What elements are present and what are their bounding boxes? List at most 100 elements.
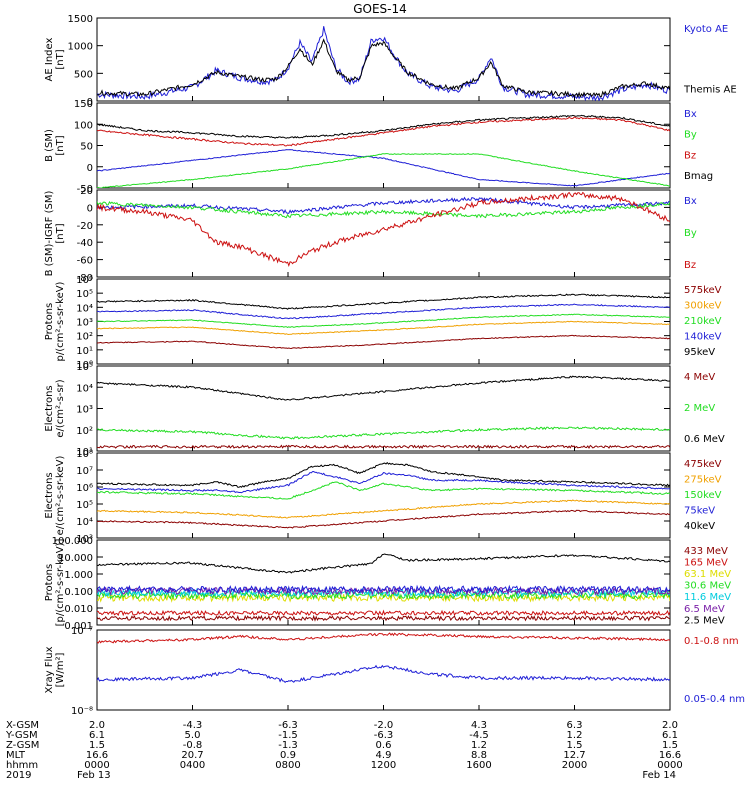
series-300kev	[97, 320, 670, 336]
series-2-mev	[97, 426, 670, 440]
x-row-value: 1.2	[567, 730, 583, 741]
series-150kev	[97, 481, 670, 500]
y-tick-label: 50	[80, 142, 93, 153]
y-axis-label: Xray Flux	[44, 646, 55, 693]
panel-frame	[96, 365, 671, 452]
y-tick-label: 10²	[76, 426, 93, 437]
y-axis-label: Electrons	[44, 385, 55, 431]
series-140kev	[97, 303, 670, 320]
y-tick-label: 10²	[76, 332, 93, 343]
legend-entry: 2 MeV	[684, 403, 715, 414]
legend-entry: Bmag	[684, 171, 713, 182]
legend-entry: 2.5 MeV	[684, 615, 725, 626]
panel-frame	[96, 278, 671, 365]
x-row-value: -6.3	[278, 720, 298, 731]
legend-entry: By	[684, 228, 697, 239]
y-tick-label: 10⁵	[76, 362, 93, 373]
x-row-label: Z-GSM	[6, 740, 39, 751]
y-axis-label: B (SM)-IGRF (SM)	[44, 191, 55, 277]
panel-protons-hi: 0.001 0.010 0.100 1.000 10.000 100.000 Protons…	[44, 536, 731, 632]
y-tick-label: 10⁻⁷	[71, 626, 93, 637]
panel-b-sm: -50 0 50 100 150 B (SM) [nT] Bx By Bz Bmag	[44, 99, 713, 195]
y-tick-label: 1500	[68, 14, 93, 25]
x-row-value: 2.0	[662, 720, 678, 731]
chart-title: GOES-14	[353, 2, 407, 16]
y-tick-label: -40	[77, 238, 93, 249]
y-axis-label: [p/(cm²-s-sr-keV)]	[55, 539, 66, 627]
y-axis-label: p/(cm²-s-sr-keV)	[55, 281, 66, 361]
x-row-value: -4.5	[469, 730, 489, 741]
series-30.6-mev	[97, 589, 670, 601]
legend-entry: Bz	[684, 150, 696, 161]
y-tick-label: 10¹	[76, 447, 93, 458]
legend-entry: By	[684, 130, 697, 141]
series-themis-ae	[97, 38, 670, 99]
x-row-value: Feb 13	[77, 770, 111, 781]
x-row-value: 4.3	[471, 720, 487, 731]
y-tick-label: 10⁵	[76, 500, 93, 511]
y-tick-label: 10⁰	[76, 360, 93, 371]
y-tick-label: 10⁸	[76, 449, 93, 460]
x-row-label: MLT	[6, 750, 26, 761]
series-bz	[97, 116, 670, 147]
y-tick-label: 1.000	[64, 570, 93, 581]
x-row-value: 0000	[657, 760, 682, 771]
y-axis-label: [nT]	[55, 223, 66, 243]
series-575kev	[97, 334, 670, 350]
series-275kev	[97, 499, 670, 519]
y-tick-label: 10⁶	[76, 275, 93, 286]
legend-entry: 150keV	[684, 490, 722, 501]
panel-xray: 10⁻⁸ 10⁻⁷ Xray Flux [W/m²] 0.1-0.8 nm 0.05-0.…	[44, 626, 745, 717]
series-165-mev	[97, 609, 670, 617]
y-tick-label: 0.001	[64, 621, 93, 632]
y-tick-label: 10³	[76, 405, 93, 416]
x-row-value: 0.9	[280, 750, 296, 761]
legend-entry: 75keV	[684, 506, 715, 517]
legend-entry: 4 MeV	[684, 372, 715, 383]
x-row-value: 2000	[562, 760, 587, 771]
y-tick-label: 100.000	[52, 536, 93, 547]
legend-entry: Bx	[684, 109, 697, 120]
x-row-label: Y-GSM	[5, 730, 38, 741]
x-row-value: 20.7	[181, 750, 203, 761]
x-row-value: 6.3	[567, 720, 583, 731]
y-tick-label: 500	[74, 69, 93, 80]
x-row-value: 1.5	[662, 740, 678, 751]
y-tick-label: 10.000	[58, 553, 93, 564]
y-tick-label: 10³	[76, 534, 93, 545]
legend-entry: 30.6 MeV	[684, 581, 731, 592]
y-axis-label: Protons	[44, 303, 55, 340]
y-tick-label: 10⁴	[76, 303, 93, 314]
series-433-mev	[97, 614, 670, 622]
x-row-value: 0.6	[376, 740, 392, 751]
series-40kev	[97, 461, 670, 488]
panel-electrons-kev: 10³ 10⁴ 10⁵ 10⁶ 10⁷ 10⁸ Electrons e/(cm²-s-sr-k…	[44, 449, 722, 545]
legend-entry: 63.1 MeV	[684, 569, 731, 580]
y-tick-label: 0.100	[64, 587, 93, 598]
legend-entry: 40keV	[684, 521, 715, 532]
x-row-value: 5.0	[185, 730, 201, 741]
x-row-value: 1600	[466, 760, 491, 771]
y-tick-label: 10¹	[76, 346, 93, 357]
series-11.6-mev	[97, 584, 670, 595]
x-row-value: 2.0	[89, 720, 105, 731]
x-row-value: 4.9	[376, 750, 392, 761]
panel-frame	[96, 629, 671, 711]
legend-entry: 0.1-0.8 nm	[684, 636, 739, 647]
legend-entry: 165 MeV	[684, 558, 728, 569]
y-tick-label: 0	[87, 203, 93, 214]
series-75kev	[97, 470, 670, 494]
y-tick-label: -80	[77, 273, 93, 284]
y-tick-label: 100	[74, 120, 93, 131]
x-row-label: hhmm	[6, 760, 38, 771]
series-0.6-mev	[97, 375, 670, 401]
legend-entry: 0.6 MeV	[684, 434, 725, 445]
y-axis-label: AE Index	[44, 37, 55, 81]
y-tick-label: -60	[77, 256, 93, 267]
legend-entry: 210keV	[684, 316, 722, 327]
x-row-value: Feb 14	[642, 770, 676, 781]
x-row-value: 16.6	[86, 750, 108, 761]
series-bx	[97, 149, 670, 187]
series-4-mev	[97, 444, 670, 450]
y-tick-label: 10⁶	[76, 483, 93, 494]
